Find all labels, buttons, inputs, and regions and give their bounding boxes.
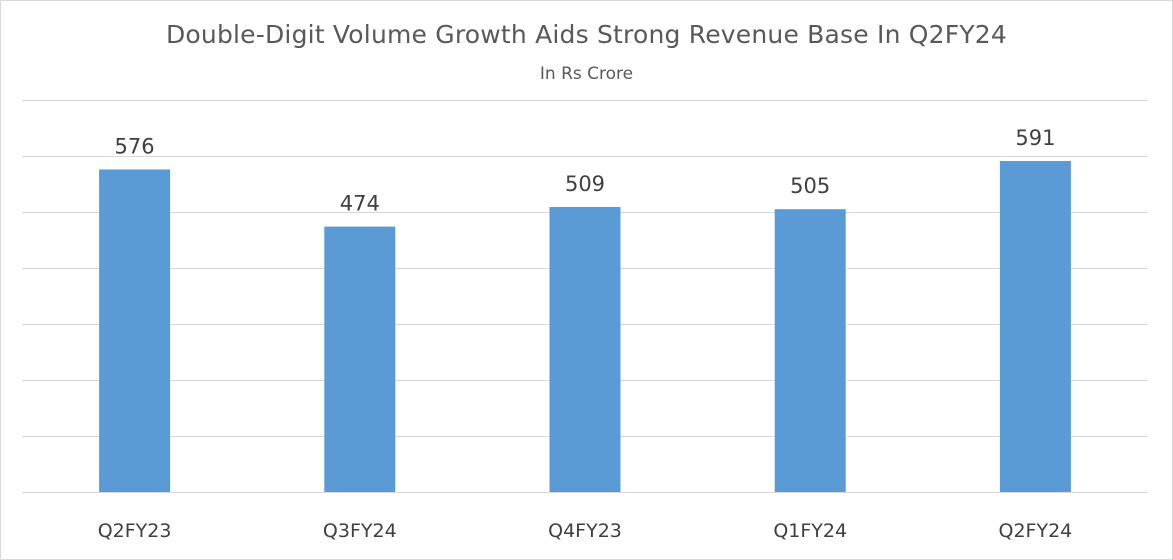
x-tick-label: Q2FY23: [98, 520, 172, 542]
bar-q2fy23: [99, 169, 171, 492]
bar-q2fy24: [999, 161, 1071, 493]
bar-q4fy23: [549, 206, 621, 492]
chart-subtitle: In Rs Crore: [539, 64, 634, 84]
chart-title: Double-Digit Volume Growth Aids Strong R…: [165, 20, 1008, 49]
x-tick-label: Q4FY23: [548, 520, 622, 542]
x-tick-label: Q3FY24: [323, 520, 397, 542]
bars: [99, 161, 1071, 493]
bar-q1fy24: [774, 209, 846, 492]
data-label: 474: [340, 192, 380, 216]
data-label: 591: [1015, 126, 1055, 150]
data-label: 509: [565, 172, 605, 196]
data-label: 576: [115, 134, 155, 158]
x-tick-label: Q1FY24: [773, 520, 847, 542]
bar-q3fy24: [324, 226, 396, 492]
data-label: 505: [790, 174, 830, 198]
x-axis-ticks: Q2FY23 Q3FY24 Q4FY23 Q1FY24 Q2FY24: [98, 520, 1073, 542]
x-tick-label: Q2FY24: [999, 520, 1073, 542]
data-labels: 576 474 509 505 591: [115, 126, 1056, 216]
